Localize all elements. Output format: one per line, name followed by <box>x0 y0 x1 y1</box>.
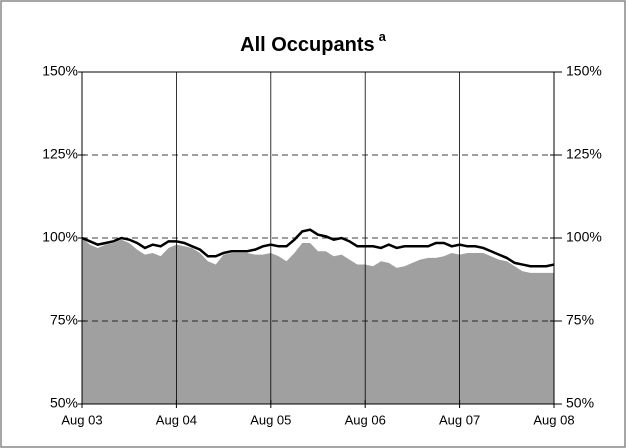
x-tick-label: Aug 04 <box>156 412 197 427</box>
chart-title: All Occupants a <box>240 29 386 56</box>
y-tick-label: 125% <box>42 146 78 162</box>
y2-tick-label: 100% <box>566 229 602 245</box>
y2-tick-label: 125% <box>566 146 602 162</box>
line <box>81 228 555 268</box>
y-tick-label: 50% <box>50 395 78 411</box>
y-tick-label: 100% <box>42 229 78 245</box>
plot-border <box>81 71 555 405</box>
y-tick-label: 150% <box>42 63 78 79</box>
x-tick-label: Aug 03 <box>61 412 102 427</box>
x-tick-label: Aug 06 <box>345 412 386 427</box>
y2-tick-label: 50% <box>566 395 594 411</box>
y-tick-label: 75% <box>50 312 78 328</box>
x-tick-label: Aug 07 <box>439 412 480 427</box>
x-tick-label: Aug 05 <box>250 412 291 427</box>
y2-tick-label: 75% <box>566 312 594 328</box>
y2-tick-label: 150% <box>566 63 602 79</box>
x-tick-label: Aug 08 <box>533 412 574 427</box>
